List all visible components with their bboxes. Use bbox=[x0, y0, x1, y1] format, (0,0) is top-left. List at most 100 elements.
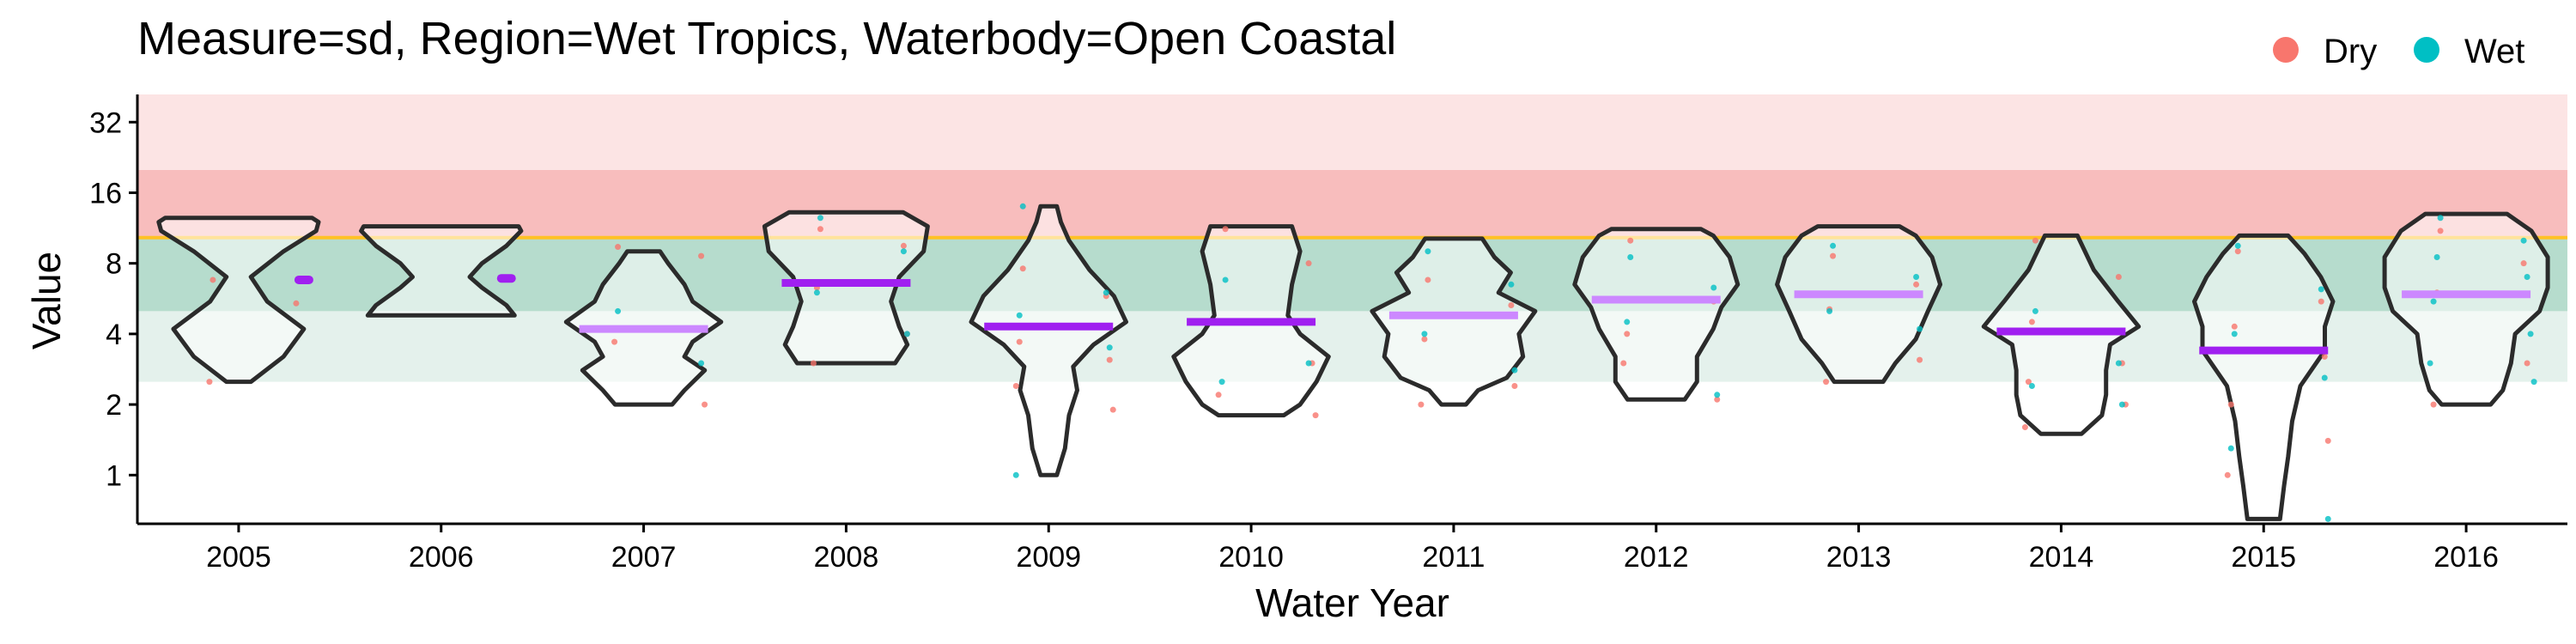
point-2015-wet-1 bbox=[2318, 286, 2324, 293]
point-2012-wet-0 bbox=[1627, 253, 1634, 260]
point-2016-dry-1 bbox=[2520, 260, 2527, 267]
violin-2013 bbox=[1775, 224, 1943, 385]
violin-2008 bbox=[762, 210, 930, 366]
x-tick-label-2016: 2016 bbox=[2433, 541, 2499, 574]
point-2015-dry-5 bbox=[2324, 437, 2331, 444]
point-2010-wet-0 bbox=[1222, 276, 1229, 283]
point-2015-dry-1 bbox=[2318, 298, 2324, 305]
point-2008-wet-2 bbox=[813, 289, 820, 296]
point-2008-dry-0 bbox=[817, 226, 823, 233]
point-2010-dry-5 bbox=[1312, 412, 1319, 419]
legend: Dry Wet bbox=[2273, 33, 2524, 70]
point-2014-wet-2 bbox=[2028, 382, 2035, 389]
point-2011-dry-4 bbox=[1418, 401, 1425, 408]
band-3 bbox=[137, 311, 2567, 382]
x-tick-label-2011: 2011 bbox=[1422, 541, 1485, 574]
x-tick-label-2015: 2015 bbox=[2231, 541, 2296, 574]
point-2015-dry-6 bbox=[2224, 471, 2231, 478]
point-2014-dry-6 bbox=[2021, 424, 2028, 431]
axes bbox=[136, 94, 2567, 526]
point-2009-dry-4 bbox=[1012, 382, 1019, 389]
point-2014-wet-0 bbox=[2032, 307, 2038, 314]
point-2014-dry-2 bbox=[2028, 319, 2035, 325]
point-2015-wet-3 bbox=[2321, 374, 2328, 381]
point-2010-dry-1 bbox=[1305, 260, 1312, 267]
violin-2015 bbox=[2192, 233, 2336, 521]
y-tick-label-16: 16 bbox=[89, 177, 122, 210]
x-tick-label-2013: 2013 bbox=[1826, 541, 1892, 574]
legend-dry-marker bbox=[2273, 37, 2299, 63]
point-2007-dry-3 bbox=[702, 401, 708, 408]
point-2009-dry-2 bbox=[1016, 338, 1023, 345]
point-2010-wet-2 bbox=[1218, 379, 1225, 386]
point-2009-dry-5 bbox=[1109, 406, 1116, 413]
point-2013-dry-3 bbox=[1917, 356, 1923, 363]
point-2015-wet-2 bbox=[2231, 331, 2238, 337]
band-0 bbox=[137, 94, 2567, 170]
point-2014-dry-1 bbox=[2115, 274, 2122, 281]
x-axis-label: Water Year bbox=[1255, 580, 1449, 625]
point-2008-wet-1 bbox=[900, 248, 907, 255]
point-2008-wet-3 bbox=[903, 331, 910, 337]
point-2007-dry-1 bbox=[698, 252, 705, 259]
point-2016-wet-3 bbox=[2524, 274, 2530, 281]
legend-dry-label: Dry bbox=[2324, 33, 2377, 70]
legend-wet-label: Wet bbox=[2464, 33, 2524, 70]
point-2009-wet-2 bbox=[1016, 312, 1023, 319]
point-2013-dry-4 bbox=[1823, 379, 1830, 386]
point-2016-wet-0 bbox=[2437, 215, 2444, 222]
point-2010-dry-0 bbox=[1222, 226, 1229, 233]
point-2015-dry-0 bbox=[2234, 248, 2241, 255]
point-2012-dry-0 bbox=[1627, 237, 1634, 244]
y-tick-label-32: 32 bbox=[89, 106, 122, 139]
point-2011-wet-0 bbox=[1425, 248, 1431, 255]
y-axis-ticks: 1 2 4 8 16 32 bbox=[89, 106, 137, 492]
point-2007-dry-2 bbox=[611, 338, 618, 345]
point-2005-dry-1 bbox=[293, 300, 300, 307]
x-tick-label-2014: 2014 bbox=[2029, 541, 2094, 574]
point-2015-wet-0 bbox=[2234, 242, 2241, 249]
point-2009-wet-0 bbox=[1019, 203, 1026, 210]
point-2013-wet-3 bbox=[1917, 325, 1923, 332]
point-2011-wet-3 bbox=[1511, 367, 1518, 374]
point-2009-wet-3 bbox=[1106, 344, 1113, 351]
point-2009-dry-0 bbox=[1019, 265, 1026, 272]
median-bars bbox=[294, 274, 2531, 355]
point-2007-wet-1 bbox=[698, 360, 705, 367]
point-2012-dry-3 bbox=[1714, 396, 1721, 403]
point-2014-dry-4 bbox=[2025, 379, 2032, 386]
point-2015-dry-2 bbox=[2231, 323, 2238, 330]
violin-2005 bbox=[156, 216, 321, 385]
point-2011-wet-1 bbox=[1508, 281, 1515, 288]
violin-2011 bbox=[1370, 236, 1538, 407]
x-axis-ticks: 2005 2006 2007 2008 2009 2010 2011 2012 2013 2014… bbox=[206, 524, 2499, 574]
point-2013-wet-1 bbox=[1913, 274, 1920, 281]
point-2016-dry-0 bbox=[2437, 228, 2444, 234]
legend-item-dry: Dry bbox=[2273, 33, 2377, 70]
y-tick-label-2: 2 bbox=[106, 389, 122, 422]
point-2015-dry-4 bbox=[2227, 401, 2234, 408]
point-2015-wet-4 bbox=[2227, 445, 2234, 452]
point-2008-dry-1 bbox=[900, 242, 907, 249]
y-axis-label: Value bbox=[24, 252, 69, 349]
legend-wet-marker bbox=[2414, 37, 2439, 63]
y-tick-label-8: 8 bbox=[106, 248, 122, 281]
y-tick-label-4: 4 bbox=[106, 319, 122, 351]
threshold-bands bbox=[137, 94, 2567, 382]
chart-title: Measure=sd, Region=Wet Tropics, Waterbod… bbox=[137, 13, 1396, 64]
point-2007-wet-0 bbox=[615, 307, 622, 314]
point-2013-dry-0 bbox=[1830, 252, 1837, 259]
y-tick-label-1: 1 bbox=[106, 459, 122, 492]
point-2007-dry-0 bbox=[615, 244, 622, 251]
point-2012-wet-1 bbox=[1710, 284, 1717, 291]
band-1 bbox=[137, 169, 2567, 238]
point-2016-wet-6 bbox=[2427, 360, 2433, 367]
point-2012-wet-2 bbox=[1624, 319, 1631, 325]
point-2005-dry-0 bbox=[210, 276, 216, 283]
violin-2012 bbox=[1572, 227, 1741, 402]
point-2013-wet-2 bbox=[1826, 307, 1833, 314]
point-2011-dry-1 bbox=[1508, 302, 1515, 309]
point-2010-wet-1 bbox=[1305, 360, 1312, 367]
point-2013-wet-0 bbox=[1830, 242, 1837, 249]
